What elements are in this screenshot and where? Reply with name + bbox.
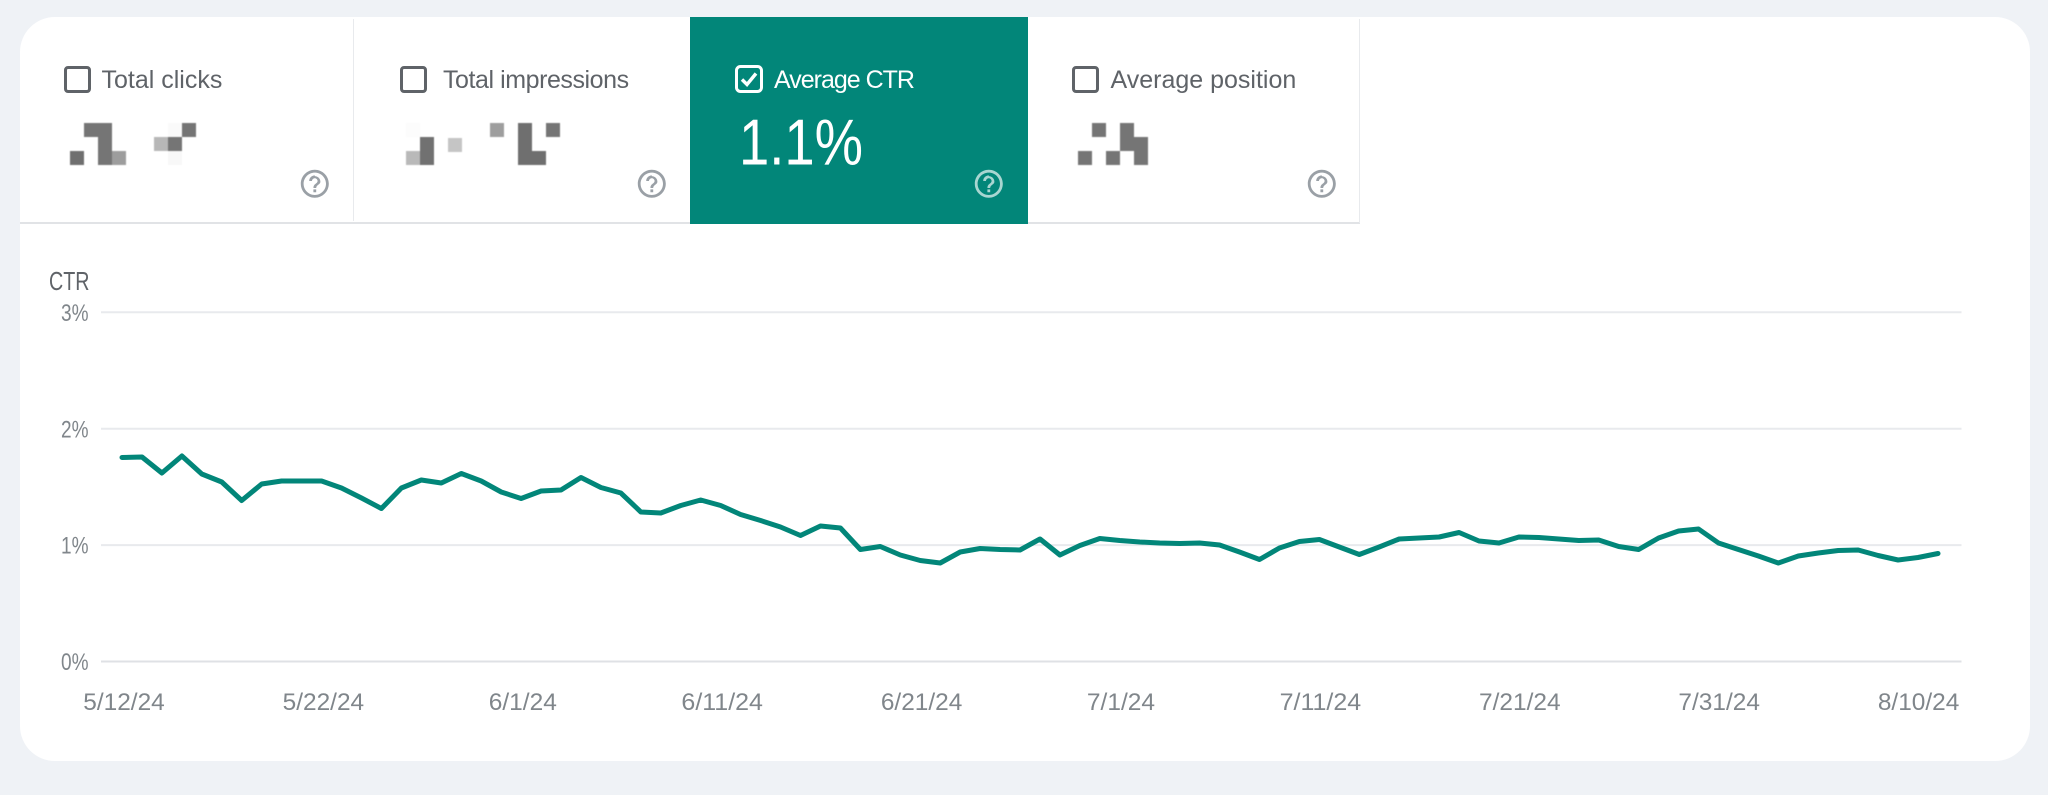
svg-text:1.1%: 1.1%: [739, 105, 863, 178]
svg-text:7/1/24: 7/1/24: [1087, 689, 1155, 716]
svg-text:7/11/24: 7/11/24: [1280, 689, 1362, 716]
svg-text:7/31/24: 7/31/24: [1678, 689, 1760, 716]
svg-text:CTR: CTR: [49, 266, 90, 296]
svg-text:8/10/24: 8/10/24: [1878, 689, 1960, 716]
svg-text:3%: 3%: [61, 300, 89, 327]
svg-text:7/21/24: 7/21/24: [1479, 689, 1561, 716]
svg-text:1%: 1%: [61, 533, 89, 560]
svg-text:5/22/24: 5/22/24: [283, 689, 365, 716]
svg-text:6/21/24: 6/21/24: [881, 689, 963, 716]
svg-text:5/12/24: 5/12/24: [83, 689, 165, 716]
svg-text:6/1/24: 6/1/24: [489, 689, 557, 716]
svg-text:0%: 0%: [61, 649, 89, 676]
svg-text:2%: 2%: [61, 416, 89, 443]
svg-text:6/11/24: 6/11/24: [681, 689, 763, 716]
